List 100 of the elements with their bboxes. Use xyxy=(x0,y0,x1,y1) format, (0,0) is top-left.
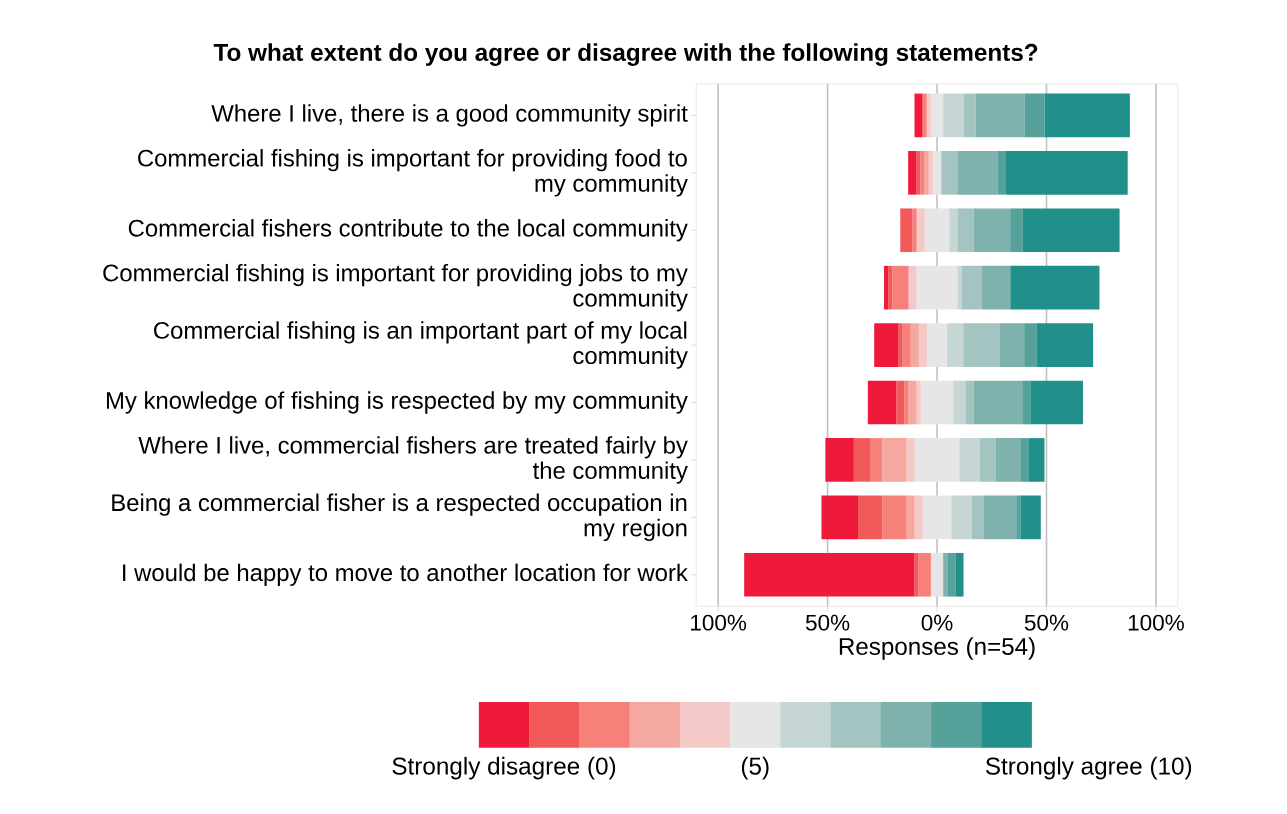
bar xyxy=(926,93,931,138)
bar xyxy=(922,93,927,138)
bar xyxy=(892,265,909,310)
bar xyxy=(995,438,1021,482)
x-tick-label: 50% xyxy=(1024,614,1069,631)
y-tick-label: Being a commercial fisher is a respected occupation in my region xyxy=(112,493,687,542)
bar xyxy=(920,151,925,195)
bar xyxy=(744,552,915,597)
bar xyxy=(902,323,911,367)
bar xyxy=(947,552,956,597)
bar xyxy=(908,380,917,425)
bar xyxy=(900,208,913,253)
bar xyxy=(961,265,982,310)
bar xyxy=(957,265,962,310)
bar xyxy=(914,495,923,540)
bar xyxy=(1020,495,1041,540)
bar xyxy=(1010,265,1100,310)
bar xyxy=(874,323,899,367)
bar xyxy=(908,151,917,195)
bar xyxy=(888,265,893,310)
bar xyxy=(908,265,917,310)
bar xyxy=(943,552,948,597)
bar xyxy=(912,208,917,253)
bar xyxy=(924,151,929,195)
bar xyxy=(975,93,1025,138)
bar xyxy=(955,552,964,597)
bar xyxy=(867,380,897,425)
bar xyxy=(821,495,859,540)
bar xyxy=(910,323,919,367)
bar xyxy=(999,323,1025,367)
bar xyxy=(971,495,984,540)
bar xyxy=(914,552,919,597)
bar xyxy=(957,151,998,195)
bar xyxy=(904,380,909,425)
bar xyxy=(997,151,1006,195)
y-tick-label: I would be happy to move to another location for work xyxy=(123,563,688,586)
bar xyxy=(914,93,923,138)
bar xyxy=(932,151,938,195)
bar xyxy=(1005,151,1128,195)
chart-title: To what extent do you agree or disagree with the following statements? xyxy=(213,43,1038,66)
bar xyxy=(979,438,996,482)
y-tick-label: My knowledge of fishing is respected by my community xyxy=(106,391,688,414)
bar xyxy=(973,208,1011,253)
y-tick-label: Commercial fishing is important for providing jobs to my community xyxy=(103,263,688,312)
bar xyxy=(1036,323,1094,367)
bar xyxy=(1022,208,1120,253)
legend-label: Strongly disagree (0) xyxy=(392,756,616,780)
y-tick-label: Commercial fishing is important for providing food to my community xyxy=(138,149,688,197)
bar xyxy=(1030,380,1084,425)
bar xyxy=(882,438,907,482)
bar xyxy=(981,265,1011,310)
bar xyxy=(943,93,964,138)
bar xyxy=(916,380,921,425)
bar xyxy=(953,380,966,425)
x-tick-label: 50% xyxy=(805,614,850,631)
bar xyxy=(906,438,915,482)
bar xyxy=(947,323,964,367)
bar xyxy=(1024,93,1045,138)
bar xyxy=(1028,438,1045,482)
bar xyxy=(983,495,1017,540)
y-tick-label: Commercial fishers contribute to the local community xyxy=(128,219,688,242)
bar xyxy=(1016,495,1021,540)
bar xyxy=(916,208,925,253)
bar xyxy=(825,438,854,482)
bar xyxy=(898,323,903,367)
legend-label: Strongly agree (10) xyxy=(985,756,1192,780)
bar xyxy=(896,380,905,425)
bar xyxy=(1024,323,1037,367)
bar xyxy=(951,495,972,540)
bar xyxy=(1020,438,1029,482)
bar xyxy=(916,151,921,195)
bar xyxy=(973,380,1023,425)
bar xyxy=(949,208,958,253)
bar xyxy=(957,208,974,253)
bar xyxy=(853,438,871,482)
legend-label: (5) xyxy=(741,756,769,780)
x-tick-label: 100% xyxy=(1128,614,1184,631)
bar xyxy=(965,380,974,425)
y-tick-label: Commercial fishing is an important part of my local community xyxy=(154,321,688,369)
bar xyxy=(1044,93,1130,138)
x-axis-title: Responses (n=54) xyxy=(839,637,1035,660)
bar xyxy=(1022,380,1031,425)
bar xyxy=(858,495,883,540)
bar xyxy=(870,438,883,482)
bar xyxy=(884,265,889,310)
x-tick-label: 100% xyxy=(691,614,747,631)
bar xyxy=(963,323,1000,367)
bar xyxy=(928,151,933,195)
bar xyxy=(937,151,942,195)
bar xyxy=(963,93,976,138)
bar xyxy=(918,552,931,597)
y-tick-label: Where I live, commercial fishers are treated fairly by the community xyxy=(138,436,688,484)
bar xyxy=(959,438,980,482)
bar xyxy=(1010,208,1023,253)
bar xyxy=(882,495,907,540)
bar xyxy=(906,495,915,540)
bar xyxy=(941,151,958,195)
bar xyxy=(918,323,927,367)
y-tick-label: Where I live, there is a good community spirit xyxy=(211,104,688,127)
x-tick-label: 0% xyxy=(921,614,953,631)
